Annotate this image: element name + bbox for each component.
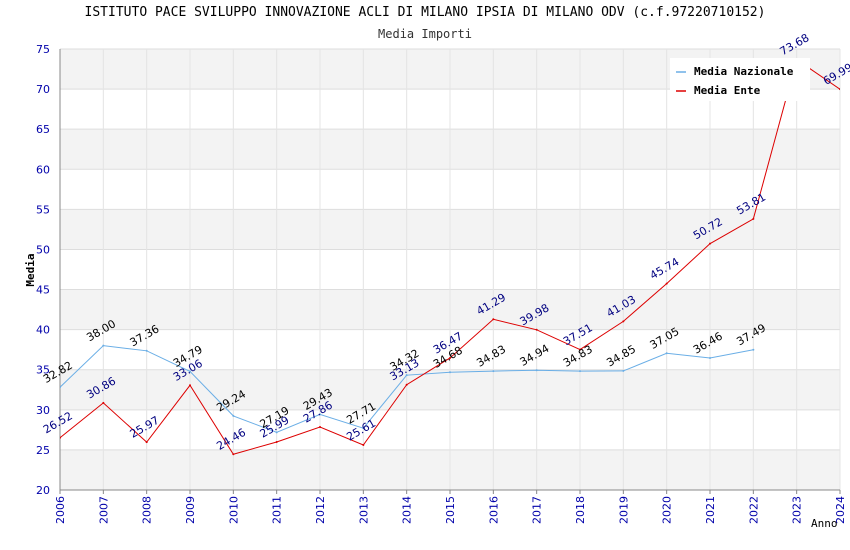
data-point — [839, 88, 840, 91]
data-point — [145, 441, 148, 444]
data-label: 34.94 — [518, 342, 552, 369]
data-label: 34.85 — [604, 343, 638, 370]
x-tick-label: 2021 — [704, 496, 717, 524]
data-point — [709, 242, 711, 245]
data-point — [319, 425, 321, 428]
y-tick-label: 50 — [36, 243, 50, 256]
x-tick-label: 2007 — [97, 496, 110, 524]
x-tick-label: 2010 — [227, 496, 240, 524]
data-point — [535, 369, 538, 372]
x-tick-label: 2016 — [487, 496, 500, 524]
data-point — [752, 217, 755, 220]
data-point — [579, 348, 581, 351]
y-tick-label: 35 — [36, 364, 50, 377]
x-tick-label: 2011 — [271, 496, 284, 524]
data-point — [60, 436, 61, 439]
y-tick-label: 55 — [36, 203, 50, 216]
chart-title: ISTITUTO PACE SVILUPPO INNOVAZIONE ACLI … — [84, 5, 766, 20]
data-point — [492, 370, 495, 373]
data-label: 45.74 — [648, 255, 682, 282]
data-point — [449, 371, 451, 374]
y-axis-label: Media — [24, 253, 37, 286]
legend-box — [670, 58, 810, 101]
data-point — [579, 370, 581, 373]
data-point — [535, 328, 538, 331]
data-label: 34.83 — [474, 343, 508, 370]
series-layer — [60, 58, 840, 456]
x-tick-label: 2008 — [141, 496, 154, 524]
x-tick-label: 2009 — [184, 496, 197, 524]
data-point — [102, 344, 105, 347]
data-point — [405, 374, 408, 377]
data-point — [492, 318, 495, 321]
axes: 20 25 30 35 40 45 50 55 60 65 70 75 2006 2007 2008 2009… — [36, 43, 847, 524]
data-point — [665, 282, 668, 285]
data-point — [275, 440, 278, 443]
data-point — [189, 384, 191, 387]
y-tick-label: 60 — [36, 163, 50, 176]
data-point — [232, 414, 235, 417]
data-point — [709, 357, 711, 360]
y-tick-label: 75 — [36, 43, 50, 56]
x-tick-label: 2015 — [444, 496, 457, 524]
data-point — [145, 349, 148, 352]
y-tick-label: 30 — [36, 404, 50, 417]
y-tick-label: 25 — [36, 444, 50, 457]
y-tick-label: 40 — [36, 324, 50, 337]
x-tick-label: 2020 — [661, 496, 674, 524]
y-tick-label: 65 — [36, 123, 50, 136]
data-point — [319, 413, 321, 416]
chart-subtitle: Media Importi — [378, 27, 472, 41]
x-tick-label: 2023 — [791, 496, 804, 524]
x-tick-label: 2017 — [531, 496, 544, 524]
y-tick-label: 45 — [36, 284, 50, 297]
x-tick-label: 2024 — [834, 496, 847, 524]
data-label: 36.46 — [691, 330, 725, 357]
data-point — [102, 401, 105, 404]
x-axis-label: Anno — [811, 517, 838, 530]
data-point — [405, 383, 408, 386]
legend: Media Nazionale Media Ente — [670, 58, 810, 101]
x-tick-label: 2006 — [54, 496, 67, 524]
data-label: 24.46 — [214, 426, 248, 453]
data-label: 25.97 — [128, 414, 162, 441]
data-point — [449, 356, 451, 359]
data-point — [60, 386, 61, 389]
data-point — [362, 427, 365, 430]
y-tick-label: 70 — [36, 83, 50, 96]
data-point — [752, 348, 755, 351]
data-point — [275, 431, 278, 434]
data-point — [362, 444, 365, 447]
legend-label: Media Ente — [694, 84, 761, 97]
data-point — [189, 370, 191, 373]
x-tick-label: 2012 — [314, 496, 327, 524]
grid-lines — [59, 48, 841, 491]
x-tick-label: 2013 — [357, 496, 370, 524]
legend-label: Media Nazionale — [694, 65, 794, 78]
x-tick-label: 2022 — [747, 496, 760, 524]
data-point — [232, 453, 235, 456]
y-tick-label: 20 — [36, 484, 50, 497]
data-point — [665, 352, 668, 355]
x-tick-label: 2014 — [401, 496, 414, 524]
x-tick-label: 2019 — [617, 496, 630, 524]
data-point — [622, 320, 625, 323]
data-point — [622, 369, 625, 372]
x-tick-label: 2018 — [574, 496, 587, 524]
